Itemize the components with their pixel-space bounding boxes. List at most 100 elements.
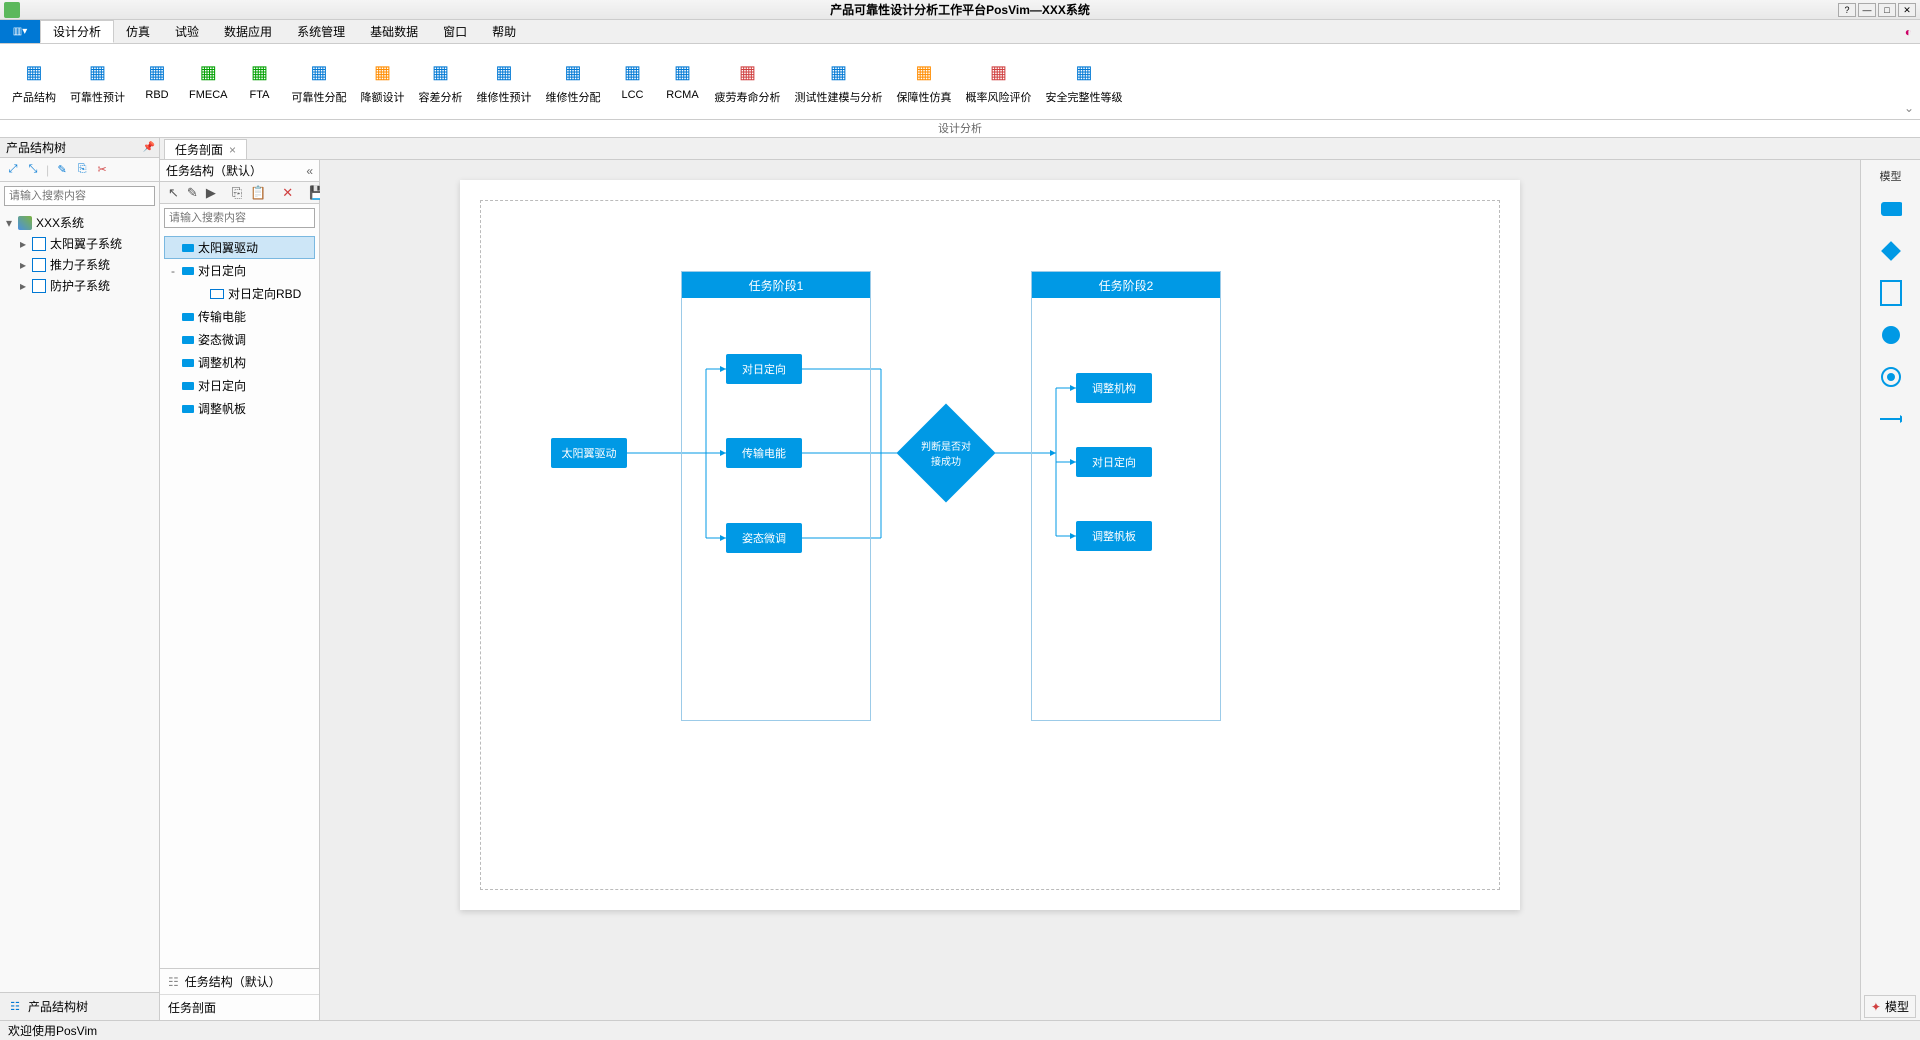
ribbon-button[interactable]: ▦维修性预计 (473, 57, 536, 107)
tree-node[interactable]: ▸防护子系统 (4, 275, 155, 296)
menu-tab[interactable]: 仿真 (114, 20, 163, 43)
doc-tab-label: 任务剖面 (175, 141, 223, 158)
doc-tab[interactable]: 任务剖面 × (164, 139, 247, 159)
flow-node[interactable]: 调整帆板 (1076, 521, 1152, 551)
rect-outline-tool-icon[interactable] (1880, 282, 1902, 304)
right-palette: 模型 (1860, 160, 1920, 1020)
ribbon-button[interactable]: ▦维修性分配 (542, 57, 605, 107)
titlebar: 产品可靠性设计分析工作平台PosVim—XXX系统 ? — □ ✕ (0, 0, 1920, 20)
mid-search-input[interactable] (164, 208, 315, 228)
mid-bottom-2[interactable]: 任务剖面 (160, 994, 319, 1020)
right-footer-tab[interactable]: ✦ 模型 (1864, 995, 1916, 1018)
menubar: ▥▾ 设计分析仿真试验数据应用系统管理基础数据窗口帮助 ◐ (0, 20, 1920, 44)
menu-tab[interactable]: 系统管理 (285, 20, 358, 43)
tab-close-icon[interactable]: × (229, 143, 236, 157)
mid-tree-item[interactable]: 调整帆板 (164, 397, 315, 420)
flow-node[interactable]: 传输电能 (726, 438, 802, 468)
ribbon-button[interactable]: ▦测试性建模与分析 (791, 57, 887, 107)
paste-tool-icon[interactable]: 📋 (250, 185, 266, 201)
expand-icon[interactable]: ⤢ (6, 163, 20, 177)
diagram-paper: 任务阶段1任务阶段2太阳翼驱动对日定向传输电能姿态微调调整机构对日定向调整帆板判… (460, 180, 1520, 910)
mid-tree-item[interactable]: 对日定向 (164, 374, 315, 397)
left-footer-label: 产品结构树 (28, 998, 88, 1015)
mid-panel: 任务结构（默认） « ↖ ✎ ▶ ⎘ 📋 ✕ 💾 ⛶ ◎ (160, 160, 320, 1020)
pin-icon[interactable]: 📌 (143, 142, 155, 153)
play-icon[interactable]: ▶ (206, 185, 216, 201)
menu-tab[interactable]: 数据应用 (212, 20, 285, 43)
decision-node[interactable]: 判断是否对接成功 (911, 418, 981, 488)
ribbon-collapse-icon[interactable]: ⌄ (1904, 101, 1914, 115)
app-icon (4, 2, 20, 18)
edit-tool-icon[interactable]: ✎ (187, 185, 198, 201)
ribbon-button[interactable]: ▦安全完整性等级 (1042, 57, 1127, 107)
ribbon-button[interactable]: ▦产品结构 (8, 57, 60, 107)
mid-tree-item[interactable]: 姿态微调 (164, 328, 315, 351)
edit-icon[interactable]: ✎ (55, 163, 69, 177)
flow-node[interactable]: 太阳翼驱动 (551, 438, 627, 468)
left-panel-title: 产品结构树 (6, 139, 66, 156)
left-panel-header: 产品结构树 📌 (0, 138, 159, 158)
ribbon-button[interactable]: ▦可靠性分配 (288, 57, 351, 107)
tree-node[interactable]: ▸推力子系统 (4, 254, 155, 275)
left-toolbar: ⤢ ⤡ | ✎ ⎘ ✂ (0, 158, 159, 182)
flow-node[interactable]: 姿态微调 (726, 523, 802, 553)
left-footer[interactable]: ☷ 产品结构树 (0, 992, 159, 1020)
mid-tree: 太阳翼驱动-对日定向对日定向RBD传输电能姿态微调调整机构对日定向调整帆板 (160, 232, 319, 968)
help-button[interactable]: ? (1838, 3, 1856, 17)
ribbon-button[interactable]: ▦RBD (135, 57, 179, 107)
menu-tab[interactable]: 帮助 (480, 20, 529, 43)
ribbon-button[interactable]: ▦RCMA (661, 57, 705, 107)
mid-tree-item[interactable]: 太阳翼驱动 (164, 236, 315, 259)
diamond-tool-icon[interactable] (1880, 240, 1902, 262)
mid-bottom-1[interactable]: ☷ 任务结构（默认） (160, 969, 319, 994)
collapse-icon[interactable]: ⤡ (26, 163, 40, 177)
menu-tab[interactable]: 试验 (163, 20, 212, 43)
copy-icon[interactable]: ⎘ (75, 163, 89, 177)
phase-container[interactable]: 任务阶段2 (1031, 271, 1221, 721)
window-title: 产品可靠性设计分析工作平台PosVim—XXX系统 (830, 1, 1090, 18)
flow-node[interactable]: 调整机构 (1076, 373, 1152, 403)
mid-tree-item[interactable]: -对日定向 (164, 259, 315, 282)
ribbon-button[interactable]: ▦容差分析 (415, 57, 467, 107)
ribbon-button[interactable]: ▦可靠性预计 (66, 57, 129, 107)
tree-root-label: XXX系统 (36, 214, 84, 231)
tree-node[interactable]: ▸太阳翼子系统 (4, 233, 155, 254)
menubar-right-icon[interactable]: ◐ (1897, 20, 1920, 43)
ribbon-button[interactable]: ▦概率风险评价 (962, 57, 1036, 107)
flow-node[interactable]: 对日定向 (1076, 447, 1152, 477)
phase-container[interactable]: 任务阶段1 (681, 271, 871, 721)
minimize-button[interactable]: — (1858, 3, 1876, 17)
copy-tool-icon[interactable]: ⎘ (232, 185, 242, 201)
menu-tab[interactable]: 窗口 (431, 20, 480, 43)
rect-tool-icon[interactable] (1880, 198, 1902, 220)
cursor-icon[interactable]: ↖ (168, 185, 179, 201)
flow-node[interactable]: 对日定向 (726, 354, 802, 384)
mid-tree-item[interactable]: 传输电能 (164, 305, 315, 328)
ribbon-button[interactable]: ▦FMECA (185, 57, 232, 107)
mid-collapse-icon[interactable]: « (306, 164, 313, 178)
paper-inner[interactable]: 任务阶段1任务阶段2太阳翼驱动对日定向传输电能姿态微调调整机构对日定向调整帆板判… (480, 200, 1500, 890)
status-text: 欢迎使用PosVim (8, 1022, 97, 1039)
ribbon-button[interactable]: ▦FTA (238, 57, 282, 107)
canvas-scroll[interactable]: 任务阶段1任务阶段2太阳翼驱动对日定向传输电能姿态微调调整机构对日定向调整帆板判… (320, 160, 1860, 1020)
menu-tab[interactable]: 基础数据 (358, 20, 431, 43)
ribbon-button[interactable]: ▦LCC (611, 57, 655, 107)
maximize-button[interactable]: □ (1878, 3, 1896, 17)
mid-tree-item[interactable]: 调整机构 (164, 351, 315, 374)
circle-tool-icon[interactable] (1880, 324, 1902, 346)
arrow-tool-icon[interactable] (1880, 408, 1902, 430)
ring-tool-icon[interactable] (1880, 366, 1902, 388)
cut-icon[interactable]: ✂ (95, 163, 109, 177)
close-button[interactable]: ✕ (1898, 3, 1916, 17)
mid-tree-item[interactable]: 对日定向RBD (164, 282, 315, 305)
menu-tab[interactable]: 设计分析 (40, 20, 114, 43)
tree-root[interactable]: ▾ XXX系统 (4, 212, 155, 233)
canvas-area: 任务阶段1任务阶段2太阳翼驱动对日定向传输电能姿态微调调整机构对日定向调整帆板判… (320, 160, 1860, 1020)
tree-icon: ☷ (8, 1000, 22, 1014)
ribbon-button[interactable]: ▦保障性仿真 (893, 57, 956, 107)
ribbon-button[interactable]: ▦降额设计 (357, 57, 409, 107)
delete-tool-icon[interactable]: ✕ (282, 185, 293, 201)
left-search-input[interactable] (4, 186, 155, 206)
file-tab[interactable]: ▥▾ (0, 20, 40, 43)
ribbon-button[interactable]: ▦疲劳寿命分析 (711, 57, 785, 107)
